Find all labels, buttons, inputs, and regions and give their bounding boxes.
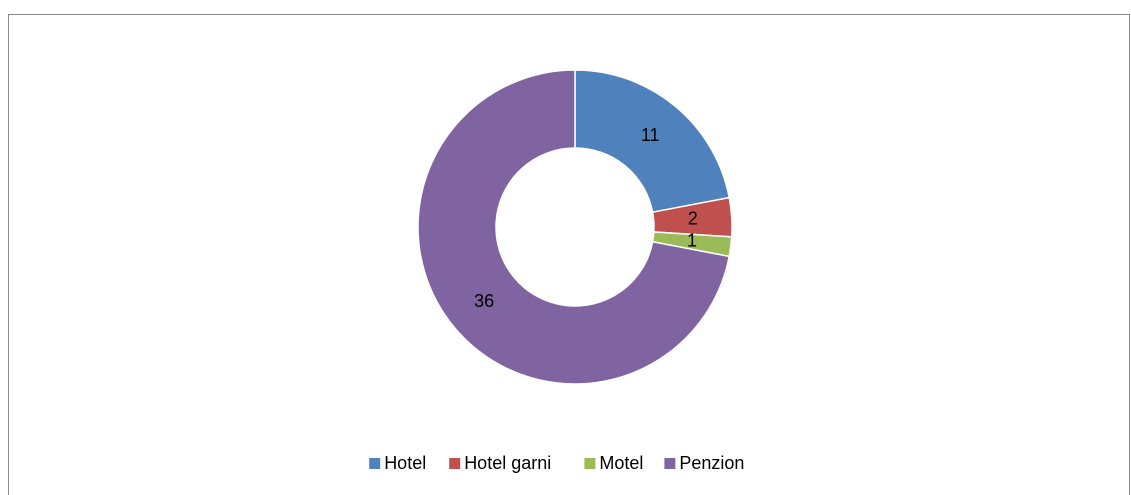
legend-swatch [664, 458, 676, 469]
donut-slice [417, 69, 731, 385]
legend-label: Motel [599, 453, 643, 473]
legend-swatch [584, 458, 596, 469]
data-label: 1 [687, 231, 697, 251]
legend-swatch [449, 458, 461, 469]
legend-label: Hotel [384, 453, 426, 473]
legend-swatch [369, 458, 381, 469]
data-label: 36 [474, 291, 494, 311]
legend-label: Penzion [679, 453, 744, 473]
donut-slice [574, 69, 731, 214]
data-label: 11 [641, 125, 660, 145]
data-label: 2 [688, 208, 698, 228]
legend-label: Hotel garni [464, 453, 551, 473]
